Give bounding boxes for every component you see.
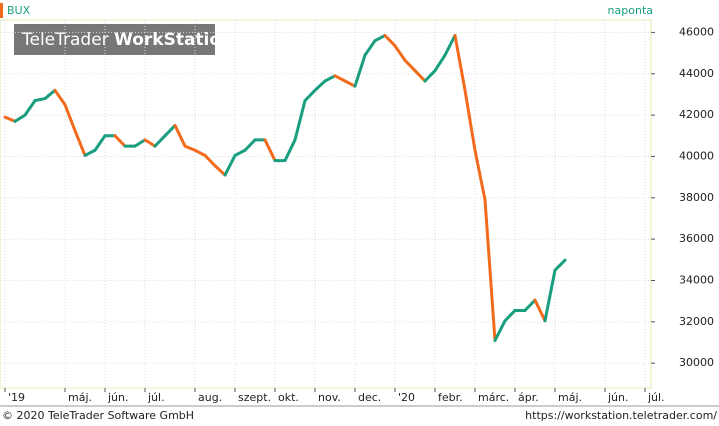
price-segment: [333, 74, 347, 83]
price-segment: [203, 153, 217, 168]
y-tick-label: 34000: [679, 273, 714, 286]
price-segment: [23, 99, 37, 117]
watermark: TeleTrader WorkStation: [21, 30, 233, 50]
chart-subtitle: naponta: [608, 4, 653, 17]
y-tick-label: 30000: [679, 356, 714, 369]
price-segment: [473, 148, 487, 202]
x-tick-label: júl.: [147, 391, 165, 404]
x-tick-label: jún.: [107, 391, 129, 404]
price-segment: [143, 138, 157, 148]
x-tick-label: júl.: [647, 391, 665, 404]
y-tick-label: 38000: [679, 191, 714, 204]
price-segment: [3, 115, 17, 123]
price-segment: [183, 144, 197, 152]
price-segment: [153, 134, 167, 148]
x-tick-label: szept.: [238, 391, 271, 404]
price-segment: [393, 44, 407, 62]
footer-right: https://workstation.teletrader.com/: [525, 409, 717, 422]
price-segment: [233, 148, 247, 157]
price-segment: [303, 88, 317, 103]
price-segment: [33, 97, 47, 103]
chart-title: BUX: [7, 4, 31, 17]
x-tick-label: máj.: [558, 391, 582, 404]
x-tick-label: okt.: [278, 391, 299, 404]
x-tick-label: febr.: [438, 391, 463, 404]
x-tick-label: '19: [8, 391, 25, 404]
x-tick-label: nov.: [318, 391, 341, 404]
watermark-part: WorkStation: [114, 30, 233, 50]
price-segment: [463, 88, 477, 152]
price-segment: [213, 164, 227, 177]
price-segment: [313, 79, 327, 92]
x-tick-label: ápr.: [518, 391, 539, 404]
price-segment: [403, 58, 417, 73]
watermark-part: TeleTrader: [21, 30, 109, 50]
price-segment: [263, 138, 277, 163]
price-segment: [113, 134, 127, 148]
watermark-box: [14, 24, 215, 55]
price-segment: [363, 39, 377, 57]
price-segment: [243, 138, 257, 152]
price-segment: [543, 268, 557, 323]
price-segment: [63, 103, 77, 133]
price-segment: [323, 74, 337, 83]
price-segment: [433, 53, 447, 73]
price-segment: [283, 138, 297, 163]
x-tick-label: jún.: [607, 391, 629, 404]
price-segment: [13, 113, 27, 123]
price-segment: [373, 34, 387, 43]
y-tick-label: 36000: [679, 232, 714, 245]
price-segment: [83, 148, 97, 157]
price-segment: [443, 34, 457, 57]
price-segment: [423, 69, 437, 83]
price-segment: [453, 34, 467, 92]
price-segment: [133, 138, 147, 148]
price-segment: [483, 198, 497, 342]
y-tick-label: 44000: [679, 67, 714, 80]
x-tick-label: '20: [398, 391, 415, 404]
price-segment: [73, 129, 87, 157]
x-tick-label: márc.: [478, 391, 509, 404]
price-segment: [523, 298, 537, 312]
price-segment: [163, 123, 177, 138]
x-tick-label: dec.: [358, 391, 381, 404]
plot-area: [0, 19, 652, 389]
x-tick-label: aug.: [198, 391, 222, 404]
y-tick-label: 40000: [679, 149, 714, 162]
x-tick-label: máj.: [68, 391, 92, 404]
price-segment: [493, 319, 507, 342]
price-segment: [293, 99, 307, 142]
price-segment: [383, 34, 397, 48]
footer-left: © 2020 TeleTrader Software GmbH: [2, 409, 194, 422]
price-segment: [93, 134, 107, 152]
price-segment: [43, 88, 57, 101]
y-tick-label: 42000: [679, 108, 714, 121]
price-segment: [353, 53, 367, 88]
price-segment: [413, 69, 427, 83]
price-segment: [173, 123, 187, 148]
price-segment: [503, 308, 517, 323]
price-segment: [223, 153, 237, 177]
series-marker: [0, 3, 3, 18]
y-tick-label: 46000: [679, 25, 714, 38]
price-segment: [553, 258, 567, 272]
y-tick-label: 32000: [679, 315, 714, 328]
price-segment: [343, 79, 357, 88]
price-segment: [53, 88, 67, 107]
price-segment: [193, 148, 207, 157]
price-segment: [533, 298, 547, 323]
